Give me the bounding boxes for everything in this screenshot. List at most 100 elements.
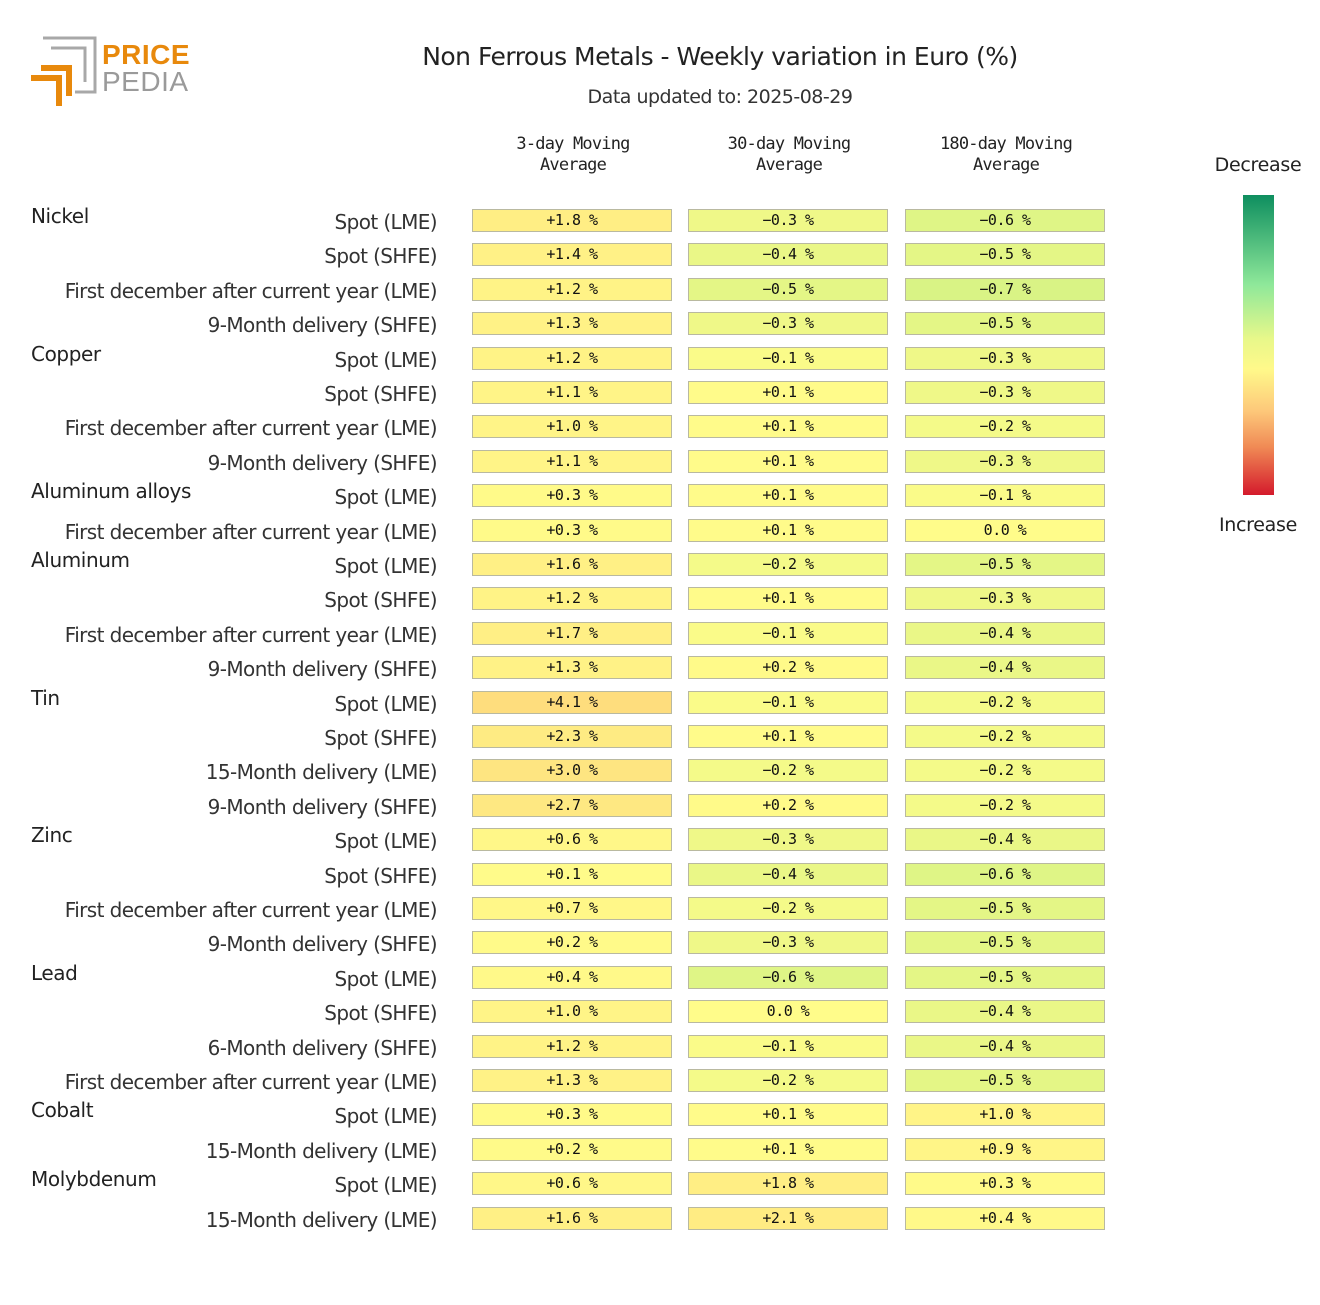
heatmap-cell: +0.7 %: [472, 897, 672, 920]
column-header-180-day-moving-average: 180-day Moving Average: [939, 134, 1073, 175]
group-label-tin: Tin: [31, 685, 60, 710]
heatmap-cell: −0.1 %: [905, 484, 1105, 508]
heatmap-cell: +0.3 %: [472, 518, 672, 542]
heatmap-cell: +0.1 %: [688, 484, 888, 508]
heatmap-cell: −0.3 %: [905, 381, 1105, 404]
row-label: Spot (SHFE): [324, 863, 437, 888]
row-label: Spot (SHFE): [324, 382, 437, 406]
group-label-aluminum-alloys: Aluminum alloys: [31, 479, 192, 504]
row-label: 9-Month delivery (SHFE): [207, 932, 438, 957]
row-label: Spot (LME): [334, 1104, 438, 1129]
logo-word-price: PRICE: [102, 39, 191, 70]
group-label-cobalt: Cobalt: [31, 1098, 94, 1123]
heatmap-cell: +0.3 %: [472, 484, 672, 508]
row-label: Spot (SHFE): [324, 726, 437, 750]
heatmap-cell: −0.2 %: [905, 759, 1105, 783]
row-label: 6-Month delivery (SHFE): [207, 1035, 438, 1060]
heatmap-cell: +0.4 %: [472, 965, 672, 989]
heatmap-cell: +0.1 %: [688, 381, 888, 404]
row-label: Spot (LME): [334, 347, 438, 372]
heatmap-cell: +0.1 %: [688, 449, 888, 473]
heatmap-cell: +0.1 %: [688, 1103, 888, 1127]
heatmap-cell: +0.1 %: [688, 415, 888, 439]
heatmap-cell: −0.2 %: [688, 759, 888, 783]
heatmap-cell: +0.6 %: [472, 1172, 672, 1196]
row-label: 9-Month delivery (SHFE): [207, 794, 438, 819]
heatmap-cell: +1.0 %: [472, 415, 672, 439]
row-label: First december after current year (LME): [64, 1070, 438, 1094]
heatmap-cell: −0.6 %: [688, 965, 888, 989]
heatmap-cell: −0.4 %: [688, 862, 888, 886]
heatmap-cell: +1.0 %: [472, 1000, 672, 1024]
heatmap-cell: 0.0 %: [688, 1000, 888, 1024]
row-label: Spot (SHFE): [324, 588, 437, 613]
heatmap-cell: −0.2 %: [688, 553, 888, 576]
heatmap-cell: −0.4 %: [905, 621, 1105, 645]
heatmap-cell: −0.4 %: [905, 828, 1105, 852]
heatmap-cell: −0.1 %: [688, 346, 888, 370]
heatmap-cell: +0.1 %: [688, 1137, 888, 1161]
chart-subtitle: Data updated to: 2025-08-29: [587, 86, 853, 108]
heatmap-cell: +0.2 %: [472, 931, 672, 955]
row-label: Spot (SHFE): [324, 1001, 437, 1026]
row-label: Spot (LME): [334, 554, 438, 578]
heatmap-cell: −0.5 %: [905, 243, 1105, 267]
heatmap-cell: +1.2 %: [472, 346, 672, 370]
heatmap-cell: +3.0 %: [472, 759, 672, 783]
group-label-nickel: Nickel: [31, 204, 89, 228]
row-label: Spot (LME): [334, 1173, 438, 1198]
column-header-30-day-moving-average: 30-day Moving Average: [727, 134, 851, 175]
row-label: First december after current year (LME): [64, 622, 438, 647]
heatmap-cell: +1.7 %: [472, 621, 672, 645]
row-label: Spot (SHFE): [324, 244, 437, 269]
heatmap-cell: −0.5 %: [905, 965, 1105, 989]
heatmap-cell: +0.2 %: [688, 793, 888, 817]
row-label: 15-Month delivery (LME): [205, 1207, 438, 1232]
heatmap-cell: +1.6 %: [472, 1206, 672, 1230]
row-label: First december after current year (LME): [64, 519, 438, 544]
heatmap-cell: +0.6 %: [472, 828, 672, 852]
heatmap-cell: −0.3 %: [688, 931, 888, 955]
heatmap-cell: −0.3 %: [688, 209, 888, 232]
heatmap-cell: +1.1 %: [472, 449, 672, 473]
heatmap-cell: +1.2 %: [472, 277, 672, 301]
pricepedia-logo: PRICE PEDIA: [28, 36, 198, 110]
heatmap-cell: −0.4 %: [905, 656, 1105, 680]
heatmap-cell: −0.5 %: [905, 931, 1105, 955]
heatmap-cell: −0.2 %: [905, 725, 1105, 748]
heatmap-cell: −0.6 %: [905, 209, 1105, 232]
heatmap-cell: +0.1 %: [688, 725, 888, 748]
heatmap-cell: −0.6 %: [905, 862, 1105, 886]
row-label: Spot (LME): [334, 485, 438, 510]
heatmap-cell: 0.0 %: [905, 518, 1105, 542]
row-label: 15-Month delivery (LME): [205, 760, 438, 785]
heatmap-cell: +0.1 %: [472, 862, 672, 886]
heatmap-cell: −0.7 %: [905, 277, 1105, 301]
heatmap-cell: +0.1 %: [688, 518, 888, 542]
heatmap-cell: −0.3 %: [905, 346, 1105, 370]
heatmap-cell: +1.3 %: [472, 1069, 672, 1092]
logo-mark-icon: [31, 36, 97, 106]
heatmap-cell: −0.3 %: [905, 449, 1105, 473]
row-label: First december after current year (LME): [64, 416, 438, 441]
heatmap-cell: +1.0 %: [905, 1103, 1105, 1127]
heatmap-cell: +1.3 %: [472, 656, 672, 680]
heatmap-cell: +0.3 %: [472, 1103, 672, 1127]
row-label: Spot (LME): [334, 829, 438, 854]
heatmap-cell: +2.7 %: [472, 793, 672, 817]
heatmap-cell: +1.6 %: [472, 553, 672, 576]
heatmap-cell: −0.5 %: [905, 897, 1105, 920]
legend-decrease-label: Decrease: [1214, 154, 1302, 176]
chart-title: Non Ferrous Metals - Weekly variation in…: [422, 42, 1018, 71]
heatmap-cell: +1.8 %: [472, 209, 672, 232]
heatmap-cell: −0.2 %: [905, 690, 1105, 714]
heatmap-cell: +2.1 %: [688, 1206, 888, 1230]
heatmap-cell: −0.5 %: [905, 1069, 1105, 1092]
heatmap-cell: +0.4 %: [905, 1206, 1105, 1230]
heatmap-cell: −0.1 %: [688, 690, 888, 714]
heatmap-cell: +0.1 %: [688, 587, 888, 611]
heatmap-cell: +0.3 %: [905, 1172, 1105, 1196]
heatmap-cell: −0.4 %: [905, 1000, 1105, 1024]
heatmap-cell: −0.3 %: [688, 312, 888, 336]
legend-color-bar: [1243, 195, 1274, 495]
